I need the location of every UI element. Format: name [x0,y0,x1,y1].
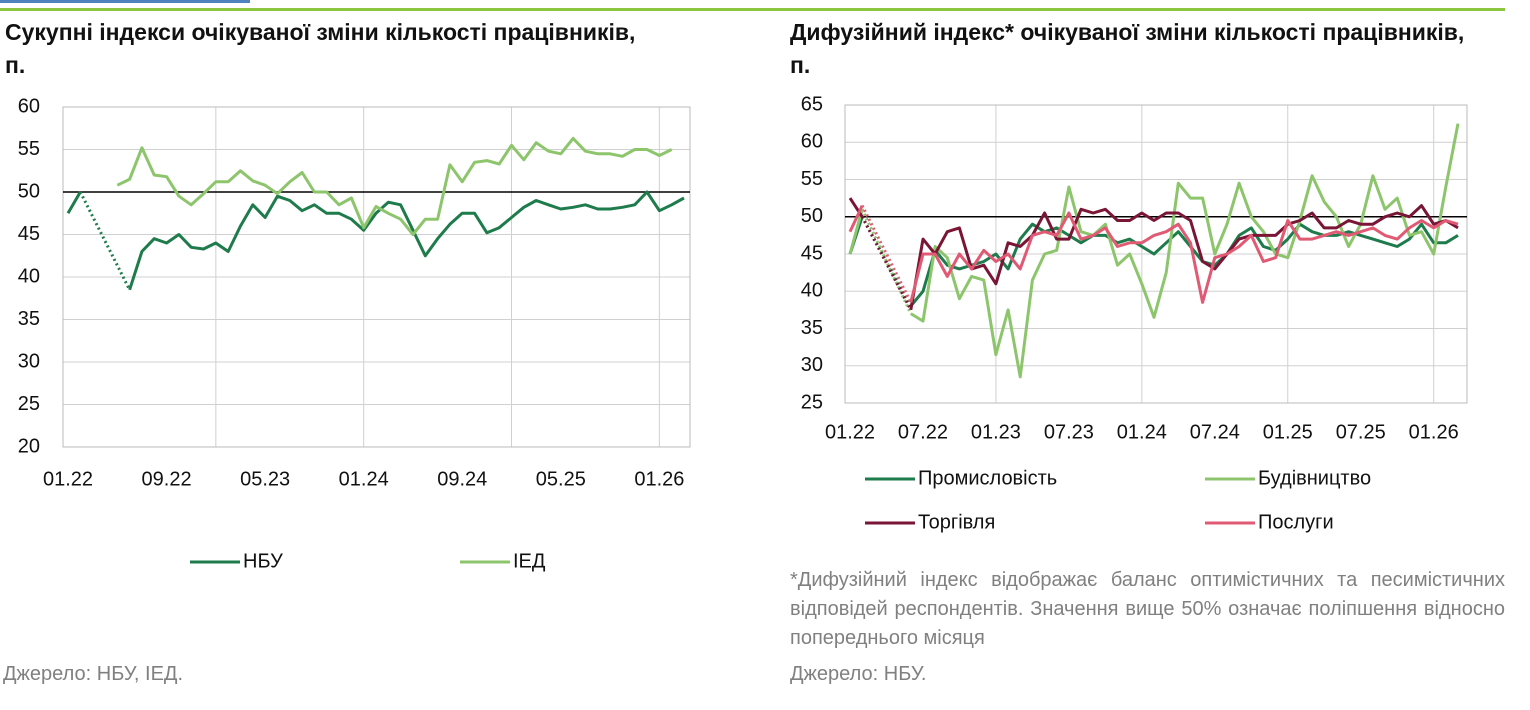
x-tick-label: 01.25 [1263,421,1313,443]
y-tick-label: 60 [801,131,823,153]
x-tick-label: 01.24 [339,468,389,490]
y-tick-label: 40 [18,265,40,287]
tab-marker [0,0,250,3]
y-tick-label: 35 [801,317,823,339]
x-tick-label: 07.25 [1336,421,1386,443]
series-line [116,136,673,236]
x-tick-label: 07.23 [1044,421,1094,443]
y-tick-label: 55 [18,138,40,160]
legend-label: НБУ [243,550,283,572]
gap-connector [860,204,913,304]
y-tick-label: 50 [18,180,40,202]
y-tick-label: 30 [18,350,40,372]
x-tick-label: 01.24 [1117,421,1167,443]
series-line [848,197,1459,311]
y-tick-label: 65 [801,93,823,115]
x-tick-label: 09.24 [437,468,487,490]
y-tick-label: 50 [801,205,823,227]
y-tick-label: 40 [801,280,823,302]
x-tick-label: 05.23 [240,468,290,490]
series-line [848,123,1460,379]
legend-label: Будівництво [1258,467,1371,489]
x-tick-label: 07.22 [898,421,948,443]
chart-title: Сукупні індекси очікуваної зміни кількос… [5,19,636,78]
chart-title: Дифузійний індекс* очікуваної зміни кіль… [790,19,1465,78]
y-tick-label: 55 [801,168,823,190]
x-tick-label: 01.23 [971,421,1021,443]
gap-connector [860,208,913,315]
source: Джерело: НБУ, ІЕД. [3,663,184,685]
y-tick-label: 25 [801,391,823,413]
y-tick-label: 45 [801,242,823,264]
legend-label: Торгівля [918,511,995,533]
y-tick-label: 30 [801,354,823,376]
plot-frame [844,104,1468,404]
gap-connector [78,191,131,291]
series-line [66,190,685,291]
y-tick-label: 25 [18,393,40,415]
x-tick-label: 01.22 [825,421,875,443]
plot-frame [62,106,691,448]
y-tick-label: 45 [18,223,40,245]
source: Джерело: НБУ. [790,663,927,685]
y-tick-label: 20 [18,435,40,457]
y-tick-label: 35 [18,308,40,330]
y-tick-label: 60 [18,95,40,117]
x-tick-label: 05.25 [536,468,586,490]
series-line [848,204,1459,304]
x-tick-label: 01.26 [634,468,684,490]
x-tick-label: 01.26 [1409,421,1459,443]
legend-label: Промисловість [918,467,1057,489]
chart-note: *Дифузійний індекс відображає баланс опт… [790,569,1505,649]
x-tick-label: 07.24 [1190,421,1240,443]
legend-label: Послуги [1258,511,1334,533]
x-tick-label: 01.22 [43,468,93,490]
legend-label: ІЕД [513,550,546,572]
x-tick-label: 09.22 [142,468,192,490]
top-rule [0,8,1505,11]
